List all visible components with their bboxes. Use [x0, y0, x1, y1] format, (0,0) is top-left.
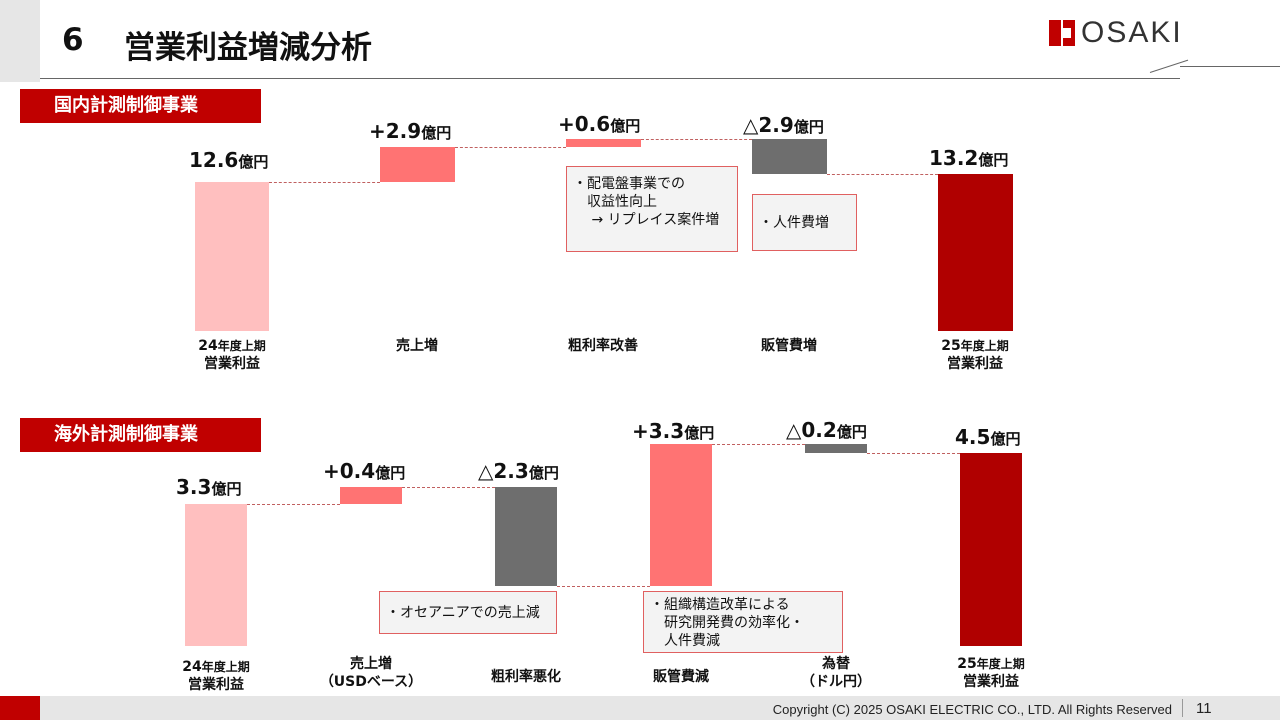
overseas-connector	[867, 453, 960, 454]
domestic-value-sga: △2.9億円	[743, 113, 824, 137]
overseas-section-label: 海外計測制御事業	[20, 418, 261, 452]
domestic-category-end: 25年度上期 営業利益	[941, 338, 1009, 372]
overseas-value-end: 4.5億円	[955, 425, 1021, 449]
company-logo: OSAKI	[1049, 16, 1183, 49]
overseas-note-sga: ・組織構造改革による 研究開発費の効率化・ 人件費減	[643, 591, 843, 653]
domestic-bar-sales	[380, 147, 455, 182]
overseas-value-fx: △0.2億円	[786, 418, 867, 442]
overseas-bar-margin	[495, 487, 557, 586]
header-left-block	[0, 0, 40, 82]
overseas-value-sga: +3.3億円	[632, 419, 715, 443]
overseas-category-sales: 売上増 （USDベース）	[319, 656, 423, 690]
domestic-bar-start	[195, 182, 269, 331]
domestic-connector	[641, 139, 752, 140]
overseas-bar-fx	[805, 444, 867, 453]
overseas-value-margin: △2.3億円	[478, 459, 559, 483]
overseas-connector	[402, 487, 495, 488]
logo-text: OSAKI	[1081, 16, 1183, 49]
domestic-connector	[269, 182, 380, 183]
domestic-category-sales: 売上増	[396, 338, 438, 354]
page-number: 11	[1196, 700, 1212, 717]
domestic-value-sales: +2.9億円	[369, 119, 452, 143]
logo-icon	[1049, 20, 1075, 46]
domestic-section-label: 国内計測制御事業	[20, 89, 261, 123]
overseas-category-sga: 販管費減	[653, 669, 709, 685]
header-line	[40, 78, 1180, 79]
overseas-connector	[247, 504, 340, 505]
domestic-bar-sga	[752, 139, 827, 174]
footer-accent	[0, 696, 40, 720]
domestic-category-sga: 販管費増	[761, 338, 817, 354]
domestic-bar-end	[938, 174, 1013, 331]
domestic-note-sga: ・人件費増	[752, 194, 857, 251]
overseas-connector	[712, 444, 805, 445]
overseas-category-end: 25年度上期 営業利益	[957, 656, 1025, 690]
domestic-note-margin: ・配電盤事業での 収益性向上 → リプレイス案件増	[566, 166, 738, 252]
overseas-bar-sga	[650, 444, 712, 586]
overseas-connector	[557, 586, 650, 587]
copyright-text: Copyright (C) 2025 OSAKI ELECTRIC CO., L…	[772, 702, 1172, 717]
domestic-value-start: 12.6億円	[189, 148, 269, 172]
page-number-heading: 6	[62, 22, 84, 58]
overseas-bar-sales	[340, 487, 402, 504]
domestic-connector	[455, 147, 566, 148]
domestic-bar-margin	[566, 139, 641, 147]
page-title: 営業利益増減分析	[124, 30, 372, 66]
header-line-right	[1180, 66, 1280, 67]
overseas-note-sales: ・オセアニアでの売上減	[379, 591, 557, 634]
overseas-category-fx: 為替 （ドル円）	[801, 656, 871, 690]
footer-divider	[1182, 699, 1183, 717]
overseas-value-start: 3.3億円	[176, 475, 242, 499]
overseas-category-margin: 粗利率悪化	[491, 669, 561, 685]
overseas-category-start: 24年度上期 営業利益	[182, 659, 250, 693]
overseas-bar-end	[960, 453, 1022, 646]
domestic-value-end: 13.2億円	[929, 146, 1009, 170]
footer-bar	[0, 696, 1280, 720]
overseas-bar-start	[185, 504, 247, 646]
domestic-value-margin: +0.6億円	[558, 112, 641, 136]
overseas-value-sales: +0.4億円	[323, 459, 406, 483]
domestic-category-margin: 粗利率改善	[568, 338, 638, 354]
domestic-category-start: 24年度上期 営業利益	[198, 338, 266, 372]
domestic-connector	[827, 174, 938, 175]
